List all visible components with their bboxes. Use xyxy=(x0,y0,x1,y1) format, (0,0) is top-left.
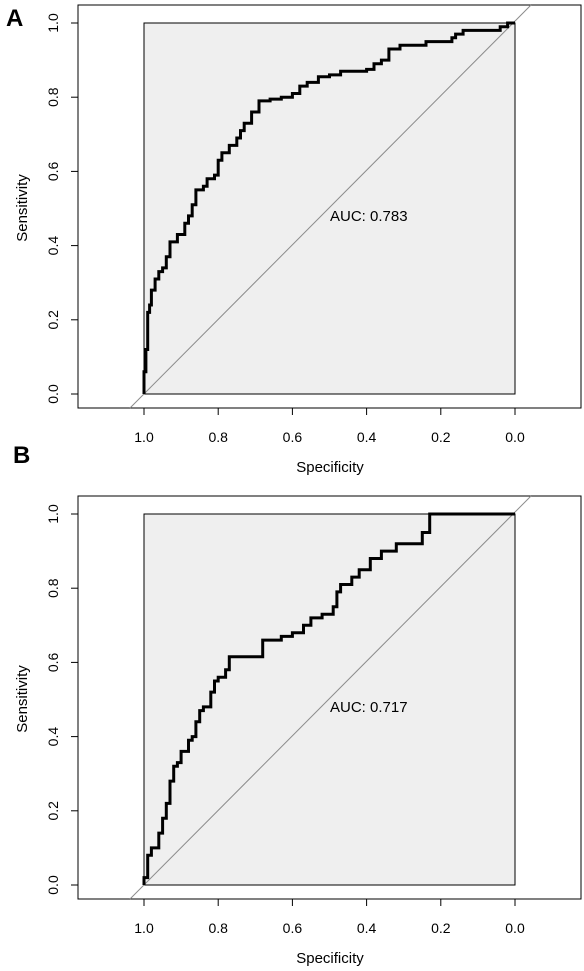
y-tick-label: 0.8 xyxy=(45,578,61,598)
x-tick-label: 0.2 xyxy=(431,920,451,936)
x-tick-label: 0.4 xyxy=(357,429,377,445)
panel-a-auc-label: AUC: 0.783 xyxy=(330,208,408,225)
y-tick-label: 0.8 xyxy=(45,87,61,107)
panel-b-y-axis-label: Sensitivity xyxy=(14,665,31,733)
x-tick-label: 0.8 xyxy=(208,920,228,936)
x-tick-label: 1.0 xyxy=(134,920,154,936)
panel-a-y-axis-label: Sensitivity xyxy=(14,174,31,242)
x-tick-label: 0.0 xyxy=(505,920,525,936)
y-tick-label: 0.4 xyxy=(45,727,61,747)
y-tick-label: 0.0 xyxy=(45,384,61,404)
panel-a-x-axis-label: Specificity xyxy=(296,459,364,476)
x-tick-label: 0.8 xyxy=(208,429,228,445)
x-tick-label: 0.4 xyxy=(357,920,377,936)
panel-b-y-axis: 0.0 0.2 0.4 0.6 0.8 1.0 xyxy=(45,504,79,895)
panel-b-label: B xyxy=(13,442,30,469)
y-tick-label: 0.0 xyxy=(45,875,61,895)
y-tick-label: 1.0 xyxy=(45,504,61,524)
x-tick-label: 0.6 xyxy=(283,429,303,445)
x-tick-label: 0.2 xyxy=(431,429,451,445)
panel-b: B AUC: 0.717 0.00.20.40.60.81.0 1.0 0.8 0.… xyxy=(13,442,582,967)
x-tick-label: 0.0 xyxy=(505,429,525,445)
y-tick-label: 0.6 xyxy=(45,161,61,181)
x-tick-label: 1.0 xyxy=(134,429,154,445)
panel-b-reference-diagonal xyxy=(129,495,532,900)
y-tick-label: 0.4 xyxy=(45,236,61,256)
panel-a-y-axis: 0.0 0.2 0.4 0.6 0.8 1.0 xyxy=(45,13,79,404)
panel-b-x-axis-label: Specificity xyxy=(296,950,364,967)
panel-a-label: A xyxy=(6,5,23,32)
y-tick-label: 1.0 xyxy=(45,13,61,33)
panel-a-reference-diagonal xyxy=(129,4,532,409)
y-tick-label: 0.2 xyxy=(45,801,61,821)
panel-b-x-axis: 1.0 0.8 0.6 0.4 0.2 0.0 xyxy=(134,898,525,936)
panel-a: A AUC: 0.783 0.00.20.40.60.81.0 1.0 0.8 0.… xyxy=(6,4,582,476)
panel-a-x-axis: 1.0 0.8 0.6 0.4 0.2 0.0 xyxy=(134,407,525,445)
panel-b-roc-curve xyxy=(142,512,515,885)
x-tick-label: 0.6 xyxy=(283,920,303,936)
y-tick-label: 0.2 xyxy=(45,310,61,330)
y-tick-label: 0.6 xyxy=(45,652,61,672)
panel-a-roc-curve xyxy=(142,21,515,394)
panel-b-auc-label: AUC: 0.717 xyxy=(330,699,408,716)
